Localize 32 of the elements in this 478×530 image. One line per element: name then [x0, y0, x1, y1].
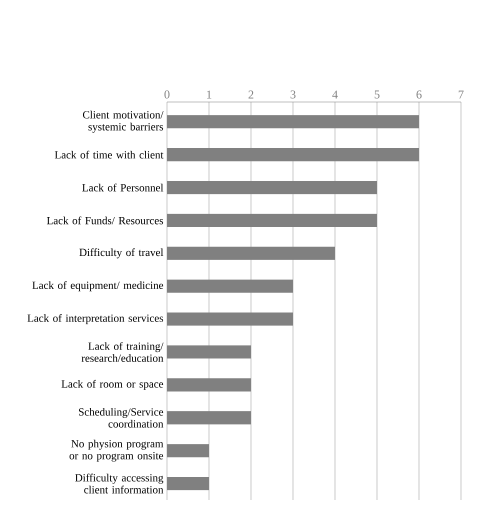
bar: [167, 312, 293, 326]
bar: [167, 476, 209, 490]
x-tick-label: 3: [290, 90, 296, 98]
bar: [167, 148, 419, 162]
bar: [167, 115, 419, 128]
x-tick-label: 0: [164, 90, 170, 98]
bar: [167, 246, 335, 260]
x-tick-label: 6: [416, 90, 422, 98]
x-tick-label: 2: [248, 90, 254, 98]
x-tick-label: 7: [458, 90, 464, 98]
bar: [167, 444, 209, 458]
y-tick-label: Lack of time with client: [54, 150, 164, 159]
bar: [167, 345, 251, 359]
bar: [167, 280, 293, 293]
x-tick-label: 5: [374, 90, 380, 98]
bar: [167, 411, 251, 424]
y-tick-label: Client motivation/ systemic barriers: [82, 110, 164, 133]
y-tick-label: Lack of interpretation services: [27, 314, 164, 324]
bar: [167, 378, 251, 392]
y-tick-label: Scheduling/Service coordination: [78, 408, 164, 428]
y-tick-label: Lack of room or space: [62, 380, 164, 390]
y-tick-label: Difficulty accessing client information: [75, 474, 164, 494]
x-tick-label: 1: [207, 90, 212, 98]
y-tick-label: No physion program or no program onsite: [70, 440, 164, 462]
y-tick-label: Lack of equipment/ medicine: [32, 281, 164, 292]
y-tick-label: Lack of training/ research/education: [82, 342, 164, 362]
y-tick-label: Difficulty of travel: [79, 248, 164, 258]
x-tick-label: 4: [332, 90, 338, 98]
bar: [167, 180, 377, 194]
y-tick-label: Lack of Funds/ Resources: [46, 216, 164, 224]
bar: [167, 214, 377, 227]
y-tick-label: Lack of Personnel: [82, 184, 164, 192]
